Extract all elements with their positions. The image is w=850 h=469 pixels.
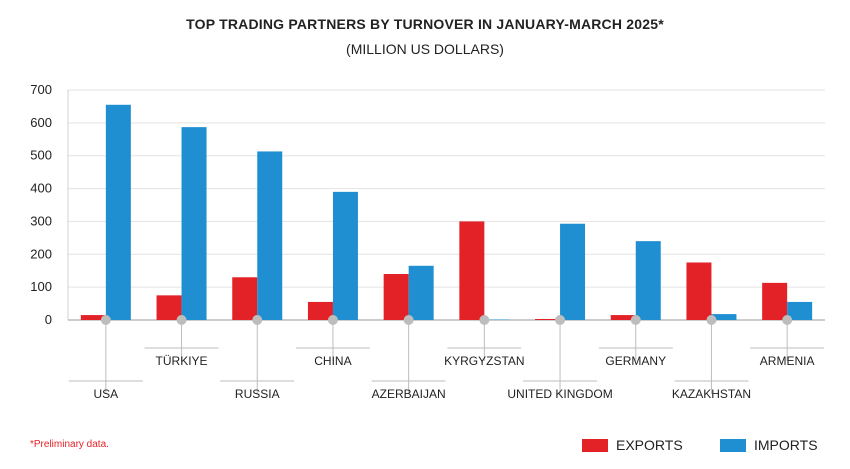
category-marker bbox=[630, 315, 641, 325]
y-tick-label: 300 bbox=[30, 213, 52, 228]
y-tick-label: 400 bbox=[30, 181, 52, 196]
legend-item-exports: EXPORTS bbox=[582, 437, 683, 453]
bar-imports-azerbaijan bbox=[408, 265, 434, 320]
bar-exports-russia bbox=[232, 277, 258, 320]
bar-exports-türkiye bbox=[156, 295, 182, 320]
x-tick-label: GERMANY bbox=[605, 354, 666, 368]
legend-label-imports: IMPORTS bbox=[754, 437, 818, 453]
category-marker bbox=[176, 315, 187, 325]
y-tick-label: 500 bbox=[30, 148, 52, 163]
legend-label-exports: EXPORTS bbox=[616, 437, 683, 453]
bar-imports-usa bbox=[105, 104, 131, 321]
x-tick-label: USA bbox=[94, 387, 119, 401]
x-tick-label: RUSSIA bbox=[235, 387, 280, 401]
bar-exports-usa bbox=[80, 315, 106, 320]
y-tick-label: 100 bbox=[30, 279, 52, 294]
bar-imports-armenia bbox=[787, 301, 813, 320]
x-tick-label: CHINA bbox=[314, 354, 351, 368]
bar-imports-china bbox=[332, 191, 358, 320]
bar-exports-china bbox=[307, 301, 333, 320]
y-tick-label: 200 bbox=[30, 246, 52, 261]
bar-exports-germany bbox=[610, 315, 636, 320]
bar-exports-kyrgyzstan bbox=[459, 221, 485, 320]
bar-imports-kazakhstan bbox=[711, 314, 737, 320]
category-marker bbox=[403, 315, 414, 325]
x-tick-label: UNITED KINGDOM bbox=[507, 387, 612, 401]
bar-exports-azerbaijan bbox=[383, 274, 409, 320]
bar-exports-kazakhstan bbox=[686, 262, 712, 320]
bar-exports-united-kingdom bbox=[535, 319, 561, 320]
bar-imports-russia bbox=[257, 151, 283, 320]
bar-exports-armenia bbox=[762, 282, 788, 320]
x-tick-label: KAZAKHSTAN bbox=[672, 387, 751, 401]
bar-imports-kyrgyzstan bbox=[484, 319, 510, 320]
legend-item-imports: IMPORTS bbox=[720, 437, 818, 453]
y-tick-label: 0 bbox=[45, 312, 52, 327]
x-tick-label: KYRGYZSTAN bbox=[444, 354, 524, 368]
category-marker bbox=[327, 315, 338, 325]
category-marker bbox=[252, 315, 263, 325]
category-marker bbox=[782, 315, 793, 325]
category-marker bbox=[100, 315, 111, 325]
bar-imports-germany bbox=[635, 241, 661, 320]
category-marker bbox=[706, 315, 717, 325]
y-tick-label: 700 bbox=[30, 82, 52, 97]
bar-imports-united-kingdom bbox=[560, 223, 586, 320]
footnote: *Preliminary data. bbox=[30, 439, 109, 450]
legend-swatch-imports bbox=[720, 438, 746, 452]
x-tick-label: TÜRKIYE bbox=[156, 354, 208, 368]
x-tick-label: AZERBAIJAN bbox=[372, 387, 446, 401]
chart-subtitle: (MILLION US DOLLARS) bbox=[346, 41, 504, 57]
chart-title: TOP TRADING PARTNERS BY TURNOVER IN JANU… bbox=[186, 16, 664, 32]
legend-swatch-exports bbox=[582, 438, 608, 452]
category-marker bbox=[555, 315, 566, 325]
category-marker bbox=[479, 315, 490, 325]
x-tick-label: ARMENIA bbox=[760, 354, 815, 368]
y-tick-label: 600 bbox=[30, 115, 52, 130]
bar-imports-türkiye bbox=[181, 127, 207, 320]
